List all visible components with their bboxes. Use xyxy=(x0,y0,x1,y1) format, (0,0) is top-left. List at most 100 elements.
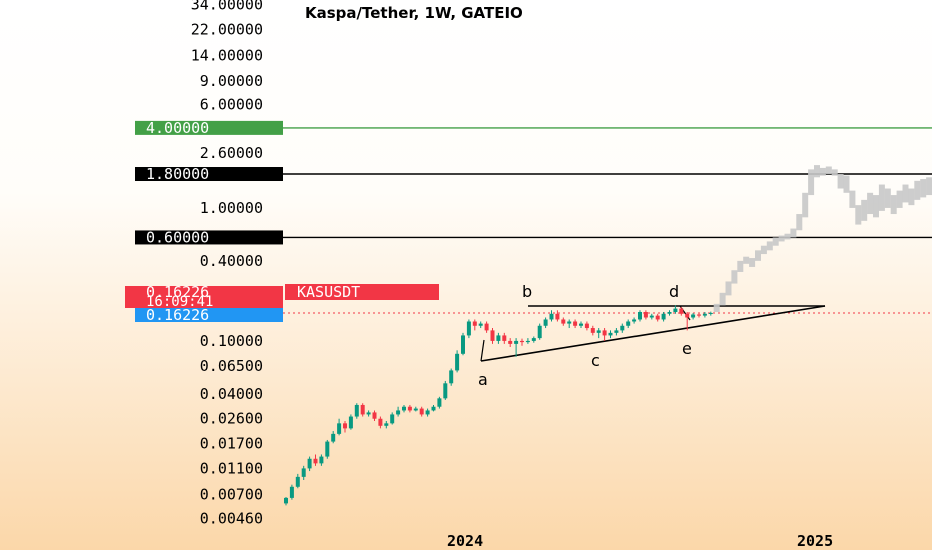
level-tag-text: 0.60000 xyxy=(146,228,209,246)
candle-body xyxy=(697,314,701,316)
triangle-pattern xyxy=(480,305,826,362)
triangle-left-edge xyxy=(480,339,485,362)
candle-body xyxy=(396,410,401,415)
y-tick-label: 0.10000 xyxy=(200,332,263,350)
projection-bar xyxy=(855,205,862,225)
candle-body xyxy=(596,330,601,333)
level-tag-text: 1.80000 xyxy=(146,165,209,183)
candle-body xyxy=(555,313,560,320)
candle-body xyxy=(673,308,678,313)
candle-body xyxy=(325,441,330,457)
candle-body xyxy=(602,330,607,336)
candle-body xyxy=(614,330,619,333)
candle-body xyxy=(496,335,501,341)
projection-bar xyxy=(749,258,756,267)
candle-body xyxy=(537,325,542,339)
y-tick-label: 0.04000 xyxy=(200,385,263,403)
projection-bar xyxy=(884,188,891,208)
level-tags: 4.00000 1.80000 0.60000 xyxy=(135,119,283,246)
candle-body xyxy=(643,312,648,318)
candle-body xyxy=(584,323,589,329)
candle-body xyxy=(307,458,312,469)
price-tag-blue-box xyxy=(135,308,283,322)
chart-title: Kaspa/Tether, 1W, GATEIO xyxy=(305,4,523,22)
projection-bar xyxy=(778,235,785,242)
y-tick-label: 2.60000 xyxy=(200,144,263,162)
projection-bar xyxy=(914,180,921,200)
last-price-text: 0.16226 xyxy=(146,283,209,301)
candle-body xyxy=(431,406,436,411)
projection-bar xyxy=(902,184,909,203)
y-tick-label: 0.01700 xyxy=(200,434,263,452)
y-tick-label: 0.02600 xyxy=(200,410,263,428)
projection-path xyxy=(713,165,932,313)
candle-body xyxy=(579,323,583,326)
candle-body xyxy=(354,404,359,417)
candle-body xyxy=(455,353,460,371)
candle-body xyxy=(372,412,377,419)
projection-bar xyxy=(861,199,868,221)
candle-body xyxy=(708,312,713,314)
y-tick-label: 6.00000 xyxy=(200,95,263,113)
candle-body xyxy=(567,321,572,324)
y-tick-label: 0.01100 xyxy=(200,459,263,477)
candle-body xyxy=(608,332,613,336)
projection-bar xyxy=(814,165,820,178)
candle-body xyxy=(284,497,288,504)
candle-body xyxy=(319,456,324,464)
candle-body xyxy=(461,335,465,354)
candle-body xyxy=(443,383,448,399)
projection-bar xyxy=(755,250,761,261)
candle-body xyxy=(514,340,519,344)
level-tag-box xyxy=(135,230,283,245)
candle-body xyxy=(366,412,371,415)
y-tick-label: 1.00000 xyxy=(200,199,263,217)
candle-body xyxy=(679,308,684,314)
candle-body xyxy=(413,408,418,411)
level-lines xyxy=(283,127,932,239)
candle-body xyxy=(638,312,642,320)
candle-body xyxy=(419,408,424,415)
wave-label-e: e xyxy=(682,339,692,358)
candle-body xyxy=(667,312,672,314)
candle-body xyxy=(449,370,454,384)
projection-bar xyxy=(790,228,797,238)
wave-label-d: d xyxy=(669,282,679,301)
y-tick-label: 34.00000 xyxy=(191,0,263,13)
candle-body xyxy=(402,406,406,411)
projection-bar xyxy=(843,175,850,193)
countdown-text: 16:09:41 xyxy=(146,294,213,310)
y-tick-label: 0.40000 xyxy=(200,252,263,270)
price-tag: 0.16226 16:09:41 xyxy=(125,283,283,310)
last-price-blue-text: 0.16226 xyxy=(146,306,209,324)
candle-body xyxy=(331,433,336,442)
candle-body xyxy=(661,313,666,320)
projection-bar xyxy=(737,260,744,272)
projection-bar xyxy=(837,174,844,189)
level-tag-text: 4.00000 xyxy=(146,119,209,137)
candle-body xyxy=(531,338,536,341)
projection-bar xyxy=(873,195,879,218)
projection-bar xyxy=(908,188,915,206)
candle-body xyxy=(525,340,530,343)
projection-bar xyxy=(760,245,767,255)
candle-body xyxy=(590,328,595,333)
candle-body xyxy=(360,404,365,415)
candle-body xyxy=(490,330,495,341)
triangle-lower-line xyxy=(480,305,826,362)
candle-body xyxy=(384,423,389,426)
candle-body xyxy=(691,314,696,318)
candle-body xyxy=(337,423,342,434)
projection-bar xyxy=(772,237,779,246)
projection-bar xyxy=(926,177,932,196)
candle-body xyxy=(437,398,442,407)
candle-body xyxy=(561,319,566,324)
candle-body xyxy=(508,340,513,344)
candle-body xyxy=(502,335,507,341)
candle-body xyxy=(295,476,300,487)
projection-bar xyxy=(713,303,720,313)
projection-bar xyxy=(867,192,874,215)
candle-body xyxy=(520,340,524,343)
projection-bar xyxy=(825,166,832,175)
